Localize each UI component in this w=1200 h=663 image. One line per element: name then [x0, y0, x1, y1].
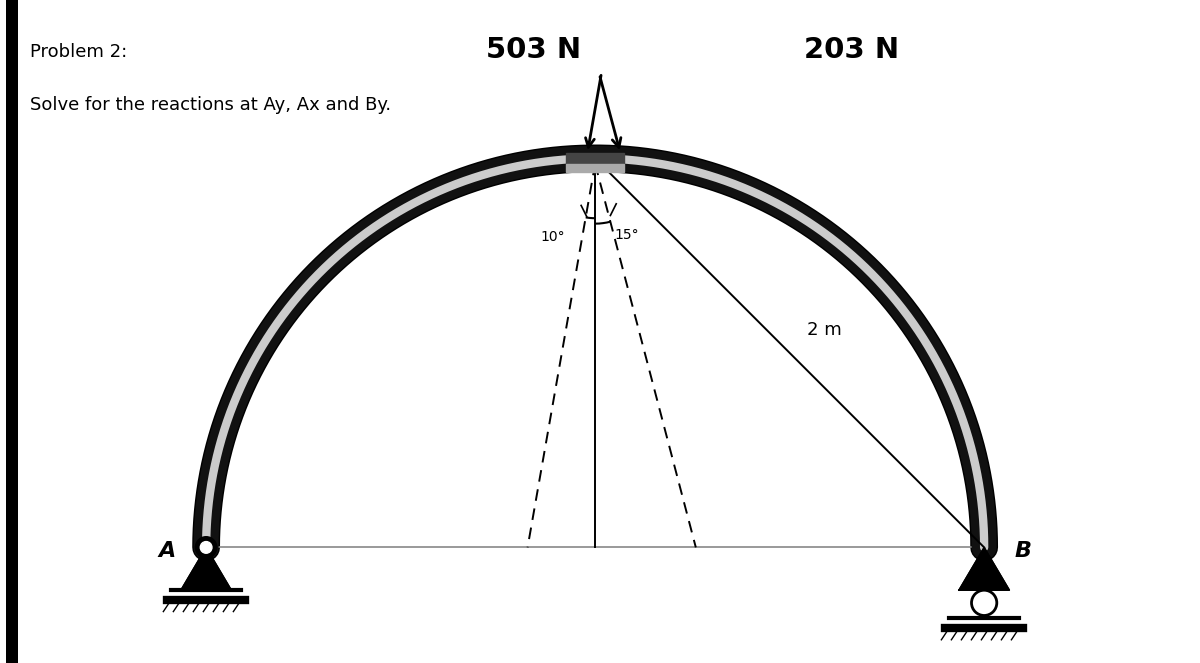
Text: B: B [1014, 541, 1032, 562]
Circle shape [200, 542, 212, 553]
Text: Solve for the reactions at Ay, Ax and By.: Solve for the reactions at Ay, Ax and By… [30, 96, 391, 114]
Text: 2 m: 2 m [808, 320, 842, 339]
Text: 503 N: 503 N [486, 36, 582, 64]
Text: 10°: 10° [540, 230, 565, 244]
Text: A: A [158, 541, 176, 562]
Circle shape [972, 590, 997, 615]
Circle shape [196, 537, 217, 558]
Text: Problem 2:: Problem 2: [30, 43, 127, 61]
Bar [566, 153, 624, 164]
Text: 15°: 15° [614, 228, 638, 242]
Polygon shape [959, 548, 1009, 590]
Text: 203 N: 203 N [804, 36, 900, 64]
Bar [566, 164, 624, 172]
Polygon shape [181, 548, 232, 590]
